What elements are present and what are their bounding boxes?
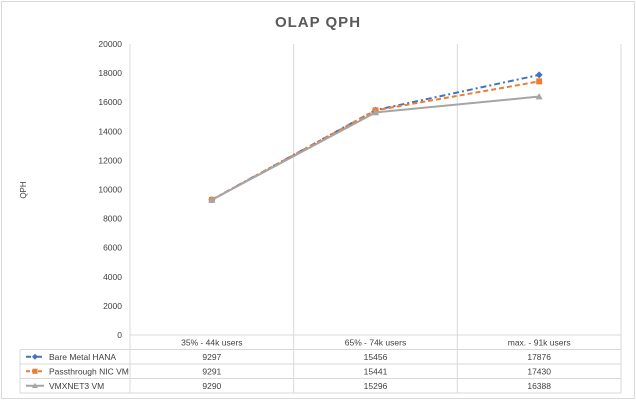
x-category-label: 65% - 74k users bbox=[345, 337, 406, 347]
legend-entry: Passthrough NIC VM bbox=[49, 366, 129, 376]
y-axis-title: QPH bbox=[19, 181, 28, 199]
y-tick-label: 8000 bbox=[103, 214, 122, 224]
data-table: 35% - 44k users 65% - 74k users max. - 91k… bbox=[19, 337, 621, 394]
table-cell-value: 17876 bbox=[527, 352, 551, 362]
y-tick-label: 10000 bbox=[98, 185, 122, 195]
series-layer bbox=[208, 71, 543, 204]
data-point bbox=[536, 78, 543, 85]
y-tick-label: 0 bbox=[117, 330, 122, 340]
table-cell-value: 9290 bbox=[202, 381, 221, 391]
y-tick-label: 18000 bbox=[98, 68, 122, 78]
legend-entry: VMXNET3 VM bbox=[49, 381, 104, 391]
legend-marker bbox=[32, 382, 38, 389]
data-point bbox=[372, 108, 379, 116]
table-cell-value: 15441 bbox=[364, 366, 388, 376]
data-point bbox=[535, 71, 543, 79]
y-tick-label: 2000 bbox=[103, 301, 122, 311]
data-point bbox=[535, 93, 543, 100]
legend-marker bbox=[32, 368, 38, 374]
table-cell-value: 15456 bbox=[364, 352, 388, 362]
y-tick-label: 4000 bbox=[103, 272, 122, 282]
chart-title: OLAP QPH bbox=[275, 14, 361, 31]
y-tick-label: 14000 bbox=[98, 126, 122, 136]
legend-marker bbox=[32, 353, 38, 360]
table-cell-value: 15296 bbox=[364, 381, 388, 391]
y-tick-label: 12000 bbox=[98, 155, 122, 165]
grid-layer bbox=[129, 44, 622, 393]
x-category-label: max. - 91k users bbox=[508, 337, 571, 347]
y-tick-label: 20000 bbox=[98, 39, 122, 49]
y-axis-ticks: 0 2000 4000 6000 8000 10000 12000 14000 16000 180… bbox=[98, 39, 122, 340]
legend-entry: Bare Metal HANA bbox=[49, 352, 116, 362]
data-point bbox=[208, 196, 216, 203]
y-tick-label: 16000 bbox=[98, 97, 122, 107]
table-cell-value: 9297 bbox=[202, 352, 221, 362]
table-cell-value: 16388 bbox=[527, 381, 551, 391]
y-tick-label: 6000 bbox=[103, 243, 122, 253]
table-cell-value: 9291 bbox=[202, 366, 221, 376]
table-cell-value: 17430 bbox=[527, 366, 551, 376]
x-category-label: 35% - 44k users bbox=[181, 337, 242, 347]
